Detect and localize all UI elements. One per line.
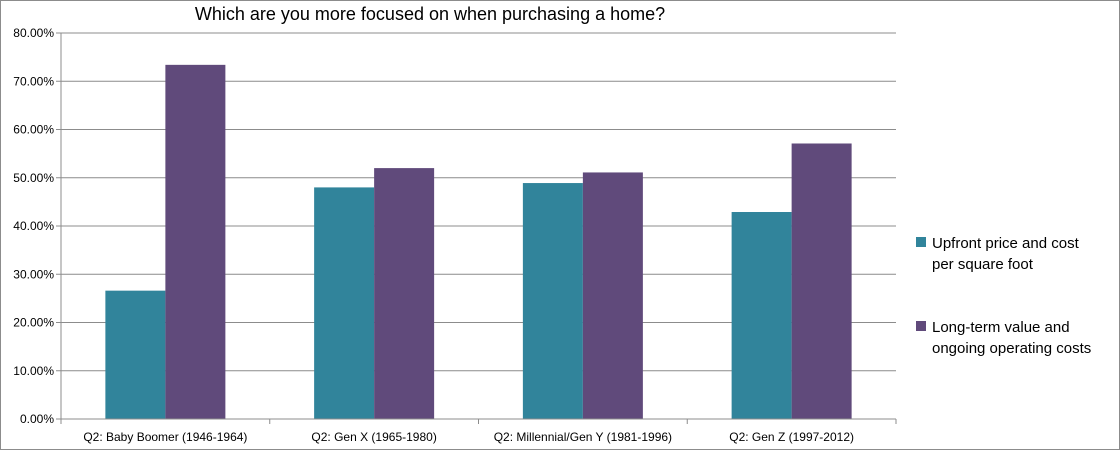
x-category-label: Q2: Baby Boomer (1946-1964)	[83, 430, 247, 444]
bar-upfront-2	[522, 183, 583, 419]
y-tick-label: 60.00%	[13, 123, 54, 137]
y-tick-label: 40.00%	[13, 219, 54, 233]
legend-label: Upfront price and cost	[932, 235, 1080, 252]
bar-upfront-1	[314, 187, 375, 419]
legend: Upfront price and cost per square foot Lon…	[916, 235, 1091, 357]
bar-upfront-3	[731, 212, 792, 419]
legend-label: Long-term value and	[932, 319, 1070, 336]
y-tick-label: 70.00%	[13, 74, 54, 88]
x-axis: Q2: Baby Boomer (1946-1964) Q2: Gen X (19…	[60, 418, 897, 444]
bar-long-term-0	[165, 64, 226, 419]
x-category-label: Q2: Millennial/Gen Y (1981-1996)	[494, 430, 672, 444]
y-tick-label: 0.00%	[20, 412, 54, 426]
y-tick-label: 80.00%	[13, 26, 54, 40]
y-tick-label: 50.00%	[13, 171, 54, 185]
y-tick-label: 30.00%	[13, 267, 54, 281]
bars	[105, 64, 852, 419]
x-category-label: Q2: Gen Z (1997-2012)	[729, 430, 854, 444]
bar-long-term-1	[374, 168, 435, 419]
bar-long-term-3	[791, 143, 852, 419]
bar-long-term-2	[582, 172, 643, 419]
x-category-label: Q2: Gen X (1965-1980)	[311, 430, 436, 444]
y-tick-label: 10.00%	[13, 364, 54, 378]
legend-label: ongoing operating costs	[932, 340, 1091, 357]
y-tick-label: 20.00%	[13, 316, 54, 330]
chart-title: Which are you more focused on when purch…	[195, 4, 665, 24]
bar-upfront-0	[105, 290, 166, 419]
legend-swatch-0	[916, 237, 926, 247]
legend-label: per square foot	[932, 256, 1034, 273]
y-axis: 0.00% 10.00% 20.00% 30.00% 40.00% 50.00% 60.00…	[13, 26, 62, 426]
legend-swatch-1	[916, 321, 926, 331]
